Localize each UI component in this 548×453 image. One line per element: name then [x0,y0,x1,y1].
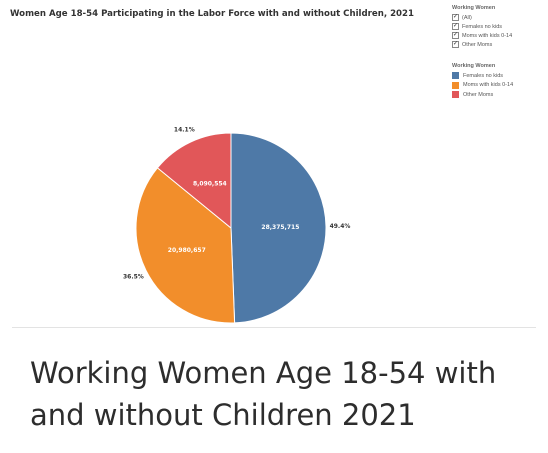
legend-label: Females no kids [463,72,504,79]
slice-value-label: 8,090,554 [193,180,227,187]
working-women-filter: Working Women ✓ (All) ✓ Females no kids … [452,5,544,49]
pie-slice-moms-with-kids-0-14[interactable] [135,167,236,324]
legend-item-moms-with-kids[interactable]: Moms with kids 0-14 [452,81,544,91]
legend-label: Moms with kids 0-14 [463,82,514,89]
slice-percent-label: 14.1% [174,126,195,133]
filter-option-label: Females no kids [462,23,503,30]
slice-value-label: 20,980,657 [168,247,206,254]
legend-title: Working Women [452,63,496,69]
checkbox-icon[interactable]: ✓ [452,23,459,30]
pie-chart: 28,375,715 49.4% 20,980,657 36.5% 8,090,554 1… [123,126,351,324]
slice-percent-label: 36.5% [123,274,144,281]
checkbox-icon[interactable]: ✓ [452,14,459,21]
legend-swatch [452,72,459,80]
legend-label: Other Moms [463,91,494,98]
color-legend: Working Women Females no kids Moms with … [452,63,544,100]
filter-option-label: Other Moms [462,41,493,48]
checkbox-icon[interactable]: ✓ [452,41,459,48]
chart-title: Women Age 18-54 Participating in the Lab… [10,9,414,19]
legend-item-other-moms[interactable]: Other Moms [452,90,544,100]
slice-value-label: 28,375,715 [261,224,299,231]
legend-swatch [452,91,459,99]
filter-option-label: (All) [462,14,472,21]
filter-option-moms-with-kids[interactable]: ✓ Moms with kids 0-14 [452,31,544,40]
pie-slice-females-no-kids[interactable] [230,132,327,324]
pie-slice-other-moms[interactable] [156,132,232,230]
slice-percent-label: 49.4% [330,223,351,230]
legend-item-females-no-kids[interactable]: Females no kids [452,71,544,81]
filter-option-label: Moms with kids 0-14 [462,32,513,39]
filter-option-other-moms[interactable]: ✓ Other Moms [452,40,544,49]
filter-title: Working Women [452,5,496,11]
page-headline: Working Women Age 18-54 with and without… [30,356,497,432]
checkbox-icon[interactable]: ✓ [452,32,459,39]
legend-swatch [452,81,459,89]
divider [12,327,536,328]
filter-option-females-no-kids[interactable]: ✓ Females no kids [452,22,544,31]
filter-option-all[interactable]: ✓ (All) [452,13,544,22]
